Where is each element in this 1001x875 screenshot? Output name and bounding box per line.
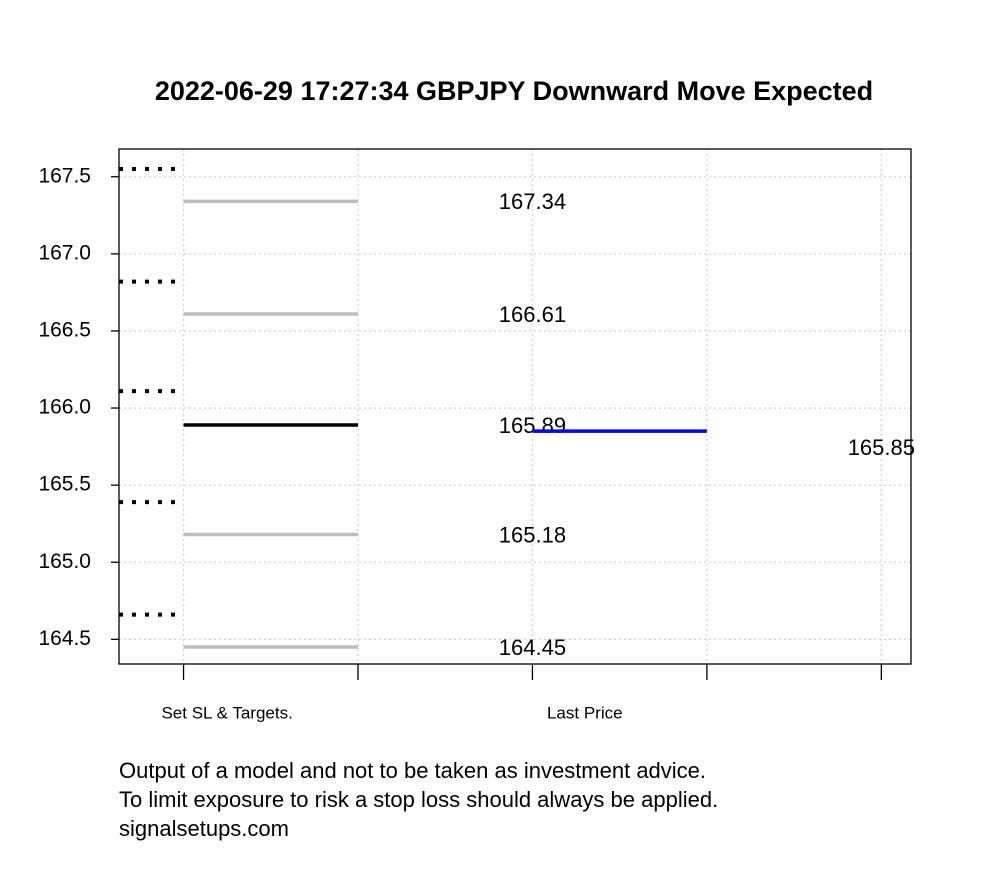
level-label: 167.34 bbox=[499, 189, 566, 214]
level-label: 164.45 bbox=[499, 635, 566, 660]
footer-line: signalsetups.com bbox=[119, 816, 289, 841]
y-tick-label: 167.0 bbox=[38, 241, 91, 264]
last-price-label: 165.85 bbox=[848, 435, 915, 460]
y-tick-label: 165.5 bbox=[38, 473, 91, 496]
level-label: 166.61 bbox=[499, 302, 566, 327]
footer-line: To limit exposure to risk a stop loss sh… bbox=[119, 787, 718, 812]
level-label: 165.18 bbox=[499, 522, 566, 547]
y-tick-label: 165.0 bbox=[38, 550, 91, 573]
x-label: Last Price bbox=[547, 703, 623, 722]
level-label: 165.89 bbox=[499, 413, 566, 438]
y-tick-label: 164.5 bbox=[38, 627, 91, 650]
footer-line: Output of a model and not to be taken as… bbox=[119, 758, 706, 783]
y-tick-label: 166.5 bbox=[38, 318, 91, 341]
y-tick-label: 167.5 bbox=[38, 164, 91, 187]
chart-title: 2022-06-29 17:27:34 GBPJPY Downward Move… bbox=[155, 76, 873, 106]
plot-frame bbox=[118, 148, 912, 665]
x-label: Set SL & Targets. bbox=[161, 703, 292, 722]
y-tick-label: 166.0 bbox=[38, 396, 91, 419]
